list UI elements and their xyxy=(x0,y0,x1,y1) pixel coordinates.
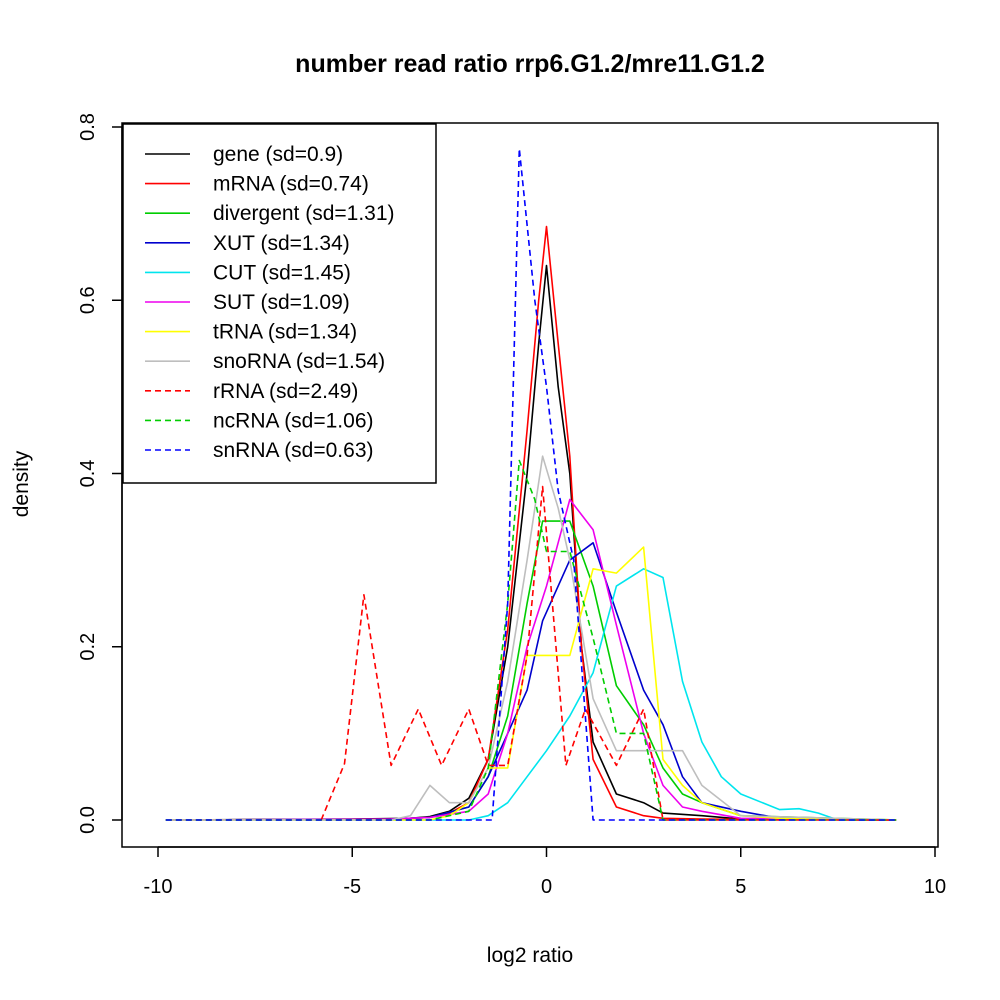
series-line-ncrna-dashed xyxy=(165,459,897,821)
x-tick-label: 10 xyxy=(924,876,946,898)
chart-title: number read ratio rrp6.G1.2/mre11.G1.2 xyxy=(295,50,765,78)
y-tick-label: 0.4 xyxy=(77,460,99,488)
series-line-cut xyxy=(165,567,897,821)
legend-entry-mrna: mRNA (sd=0.74) xyxy=(213,173,369,196)
legend-entry-ncrna: ncRNA (sd=1.06) xyxy=(213,409,374,432)
series-layer xyxy=(165,147,897,821)
series-line-snorna xyxy=(165,455,897,821)
legend-entry-gene: gene (sd=0.9) xyxy=(213,143,343,166)
y-tick-label: 0.8 xyxy=(77,113,99,141)
y-tick-label: 0.0 xyxy=(77,806,99,834)
legend-entry-divergent: divergent (sd=1.31) xyxy=(213,202,395,225)
x-tick-label: 0 xyxy=(541,876,552,898)
series-line-snrna-dashed xyxy=(165,147,897,821)
legend-entry-xut: XUT (sd=1.34) xyxy=(213,232,350,255)
x-axis-label: log2 ratio xyxy=(487,944,573,967)
legend-entry-cut: CUT (sd=1.45) xyxy=(213,261,351,284)
x-tick-label: 5 xyxy=(735,876,746,898)
x-tick-label: -5 xyxy=(343,876,361,898)
legend-entry-trna: tRNA (sd=1.34) xyxy=(213,321,357,344)
y-tick-label: 0.6 xyxy=(77,286,99,314)
series-line-mrna xyxy=(165,225,897,821)
series-line-sut xyxy=(165,498,897,821)
axes-layer: -10 -5 0 5 10 0.0 0.2 0.4 0.6 0.8 xyxy=(77,113,946,898)
y-tick-label: 0.2 xyxy=(77,633,99,661)
legend-entry-sut: SUT (sd=1.09) xyxy=(213,291,350,314)
legend: gene (sd=0.9) mRNA (sd=0.74) divergent (sd… xyxy=(122,123,437,484)
series-line-trna xyxy=(165,546,897,821)
series-line-rrna-dashed xyxy=(320,485,897,821)
y-axis-label: density xyxy=(10,450,33,517)
legend-entry-snorna: snoRNA (sd=1.54) xyxy=(213,350,385,373)
legend-entry-snrna: snRNA (sd=0.63) xyxy=(213,439,374,462)
x-tick-label: -10 xyxy=(144,876,173,898)
legend-entry-rrna: rRNA (sd=2.49) xyxy=(213,380,358,403)
series-line-gene xyxy=(165,264,897,821)
